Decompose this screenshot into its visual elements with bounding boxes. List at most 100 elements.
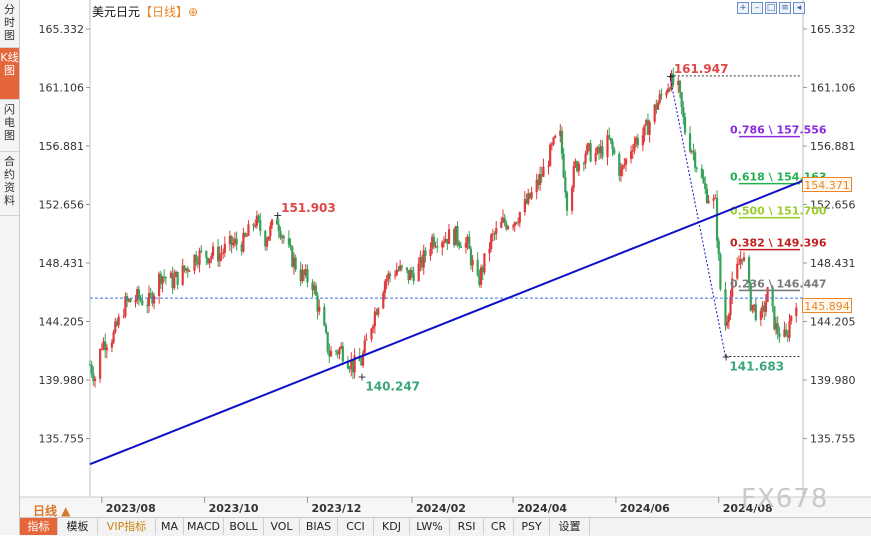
candle-body — [409, 270, 412, 281]
y-tick-label-left: 144.205 — [39, 316, 85, 329]
tab-timeshare[interactable]: 分时图 — [0, 0, 19, 48]
candle-body — [565, 192, 569, 211]
candle-body — [265, 240, 269, 247]
candle-body — [495, 227, 498, 234]
fit-icon[interactable]: □ — [765, 2, 777, 14]
candle-body — [447, 229, 451, 244]
candle-body — [417, 263, 420, 282]
indicator-tab-bias[interactable]: BIAS — [300, 518, 338, 535]
shrink-icon[interactable]: – — [751, 2, 763, 14]
x-tick-label: 2023/12 — [311, 502, 361, 515]
candlestick-chart[interactable]: 165.332 165.332 161.106 161.106 156.881 156.8… — [20, 0, 871, 517]
candle-body — [707, 200, 710, 203]
indicator-tab-[interactable]: 模板 — [58, 518, 98, 535]
candle-body — [365, 339, 368, 341]
tab-kline[interactable]: K线图 — [0, 48, 19, 100]
candle-body — [240, 244, 243, 252]
candle-body — [210, 255, 213, 259]
candle-body — [255, 215, 258, 226]
indicator-tab-vol[interactable]: VOL — [264, 518, 300, 535]
candle-body — [228, 235, 232, 245]
indicator-tab-kdj[interactable]: KDJ — [374, 518, 410, 535]
candle-body — [334, 350, 338, 352]
candle-body — [761, 305, 764, 311]
indicator-tab-boll[interactable]: BOLL — [224, 518, 264, 535]
period-selector[interactable]: 日线 ▲ — [33, 504, 71, 518]
candle-body — [267, 236, 270, 241]
candle-body — [452, 229, 456, 246]
candle-body — [459, 245, 462, 248]
fib-level-label: 0.382 \ 149.396 — [730, 237, 827, 250]
indicator-tab-[interactable]: 指标 — [20, 518, 58, 535]
candle-body — [287, 238, 290, 245]
tab-contract-info[interactable]: 合约资料 — [0, 152, 19, 216]
candle-body — [517, 222, 520, 224]
indicator-tab-ma[interactable]: MA — [156, 518, 184, 535]
indicator-tab-rsi[interactable]: RSI — [450, 518, 484, 535]
candle-body — [289, 244, 292, 247]
indicator-tab-cci[interactable]: CCI — [338, 518, 374, 535]
x-axis-band — [20, 497, 871, 517]
indicator-tab-vip[interactable]: VIP指标 — [98, 518, 156, 535]
candle-body — [252, 224, 255, 226]
candle-body — [715, 197, 719, 241]
y-tick-label-right: 139.980 — [810, 374, 856, 387]
candle-body — [763, 305, 766, 312]
indicator-tab-lw[interactable]: LW% — [410, 518, 450, 535]
candle-body — [576, 161, 579, 172]
indicator-tab-[interactable]: 设置 — [550, 518, 590, 535]
settings-icon[interactable]: ≡ — [779, 2, 791, 14]
candle-body — [704, 183, 707, 189]
candle-body — [92, 373, 95, 381]
candle-body — [223, 244, 226, 253]
candle-body — [152, 295, 156, 304]
candle-body — [540, 174, 543, 177]
candle-body — [360, 361, 363, 366]
extreme-label: 141.683 — [729, 359, 784, 373]
candle-body — [186, 268, 189, 272]
candle-body — [505, 223, 508, 229]
tab-flash-chart[interactable]: 闪电图 — [0, 100, 19, 152]
chart-background — [20, 0, 871, 517]
candle-body — [597, 147, 601, 154]
candle-body — [751, 305, 754, 311]
candle-body — [479, 267, 483, 285]
candle-body — [549, 144, 552, 167]
indicator-tab-macd[interactable]: MACD — [184, 518, 224, 535]
candle-body — [100, 348, 103, 350]
candle-body — [174, 271, 178, 277]
candle-body — [257, 215, 260, 221]
candle-body — [211, 246, 215, 256]
extreme-marker: + — [273, 209, 282, 222]
candle-body — [171, 272, 174, 289]
candle-body — [739, 258, 742, 264]
candle-body — [668, 88, 671, 90]
candle-body — [136, 289, 139, 301]
y-tick-label-right: 148.431 — [810, 257, 856, 270]
candle-body — [420, 257, 424, 268]
candle-body — [270, 219, 274, 226]
candle-body — [624, 159, 628, 165]
candle-body — [139, 298, 142, 301]
candle-body — [90, 364, 93, 374]
candle-body — [702, 177, 705, 184]
candle-body — [324, 325, 328, 333]
candle-body — [208, 258, 211, 264]
candle-body — [232, 242, 235, 246]
expand-icon[interactable]: + — [737, 2, 749, 14]
candle-body — [193, 254, 196, 271]
candle-body — [110, 342, 114, 348]
candle-body — [611, 141, 614, 150]
indicator-tab-psy[interactable]: PSY — [514, 518, 550, 535]
scroll-icon[interactable]: ◂ — [793, 2, 805, 14]
candle-body — [124, 296, 127, 317]
candle-body — [336, 351, 339, 355]
candle-body — [104, 341, 107, 351]
candle-body — [282, 236, 285, 239]
add-indicator-icon[interactable]: ⊕ — [188, 5, 199, 19]
extreme-marker: + — [357, 370, 366, 383]
candle-body — [434, 246, 437, 248]
trendline-price-tag: 154.371 — [802, 177, 852, 192]
candle-body — [235, 238, 238, 245]
indicator-tab-cr[interactable]: CR — [484, 518, 514, 535]
